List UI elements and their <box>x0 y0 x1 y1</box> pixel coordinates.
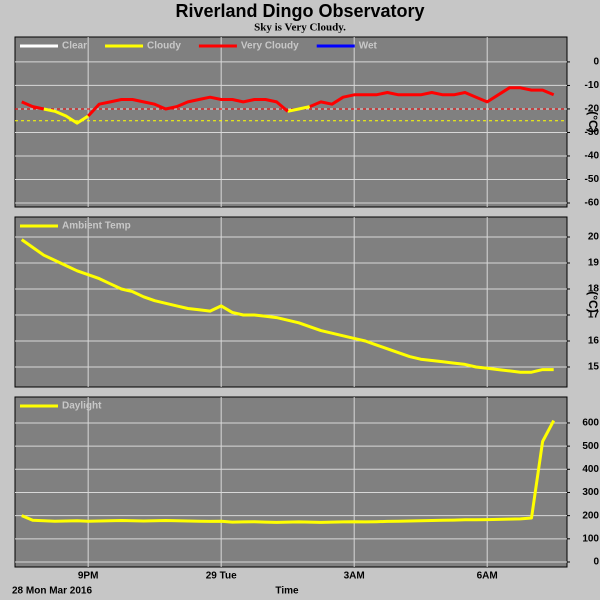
date-label: 28 Mon Mar 2016 <box>12 586 92 597</box>
y-tick-label: 500 <box>582 441 599 452</box>
y-tick-label: 20 <box>588 232 600 243</box>
legend-label: Wet <box>359 41 378 52</box>
y-tick-label: 18 <box>588 284 600 295</box>
y-axis-label: (°C) <box>586 291 600 312</box>
x-tick-label: 3AM <box>344 571 365 582</box>
x-tick-label: 9PM <box>78 571 99 582</box>
y-tick-label: -30 <box>585 127 600 138</box>
y-tick-label: -10 <box>585 80 600 91</box>
y-tick-label: -60 <box>585 198 600 209</box>
y-tick-label: -40 <box>585 151 600 162</box>
legend-label: Clear <box>62 41 87 52</box>
data-line <box>21 86 555 118</box>
y-tick-label: 19 <box>588 258 600 269</box>
y-tick-label: 600 <box>582 418 599 429</box>
y-tick-label: 200 <box>582 510 599 521</box>
y-tick-label: -20 <box>585 104 600 115</box>
y-tick-label: 400 <box>582 464 599 475</box>
y-tick-label: 100 <box>582 533 599 544</box>
legend-label: Daylight <box>62 401 102 412</box>
legend-label: Cloudy <box>147 41 181 52</box>
x-tick-label: 6AM <box>477 571 498 582</box>
plot-area <box>14 216 568 388</box>
chart-title: Riverland Dingo Observatory <box>175 1 424 21</box>
x-axis-label: Time <box>275 586 299 597</box>
data-line <box>21 419 556 524</box>
y-tick-label: 300 <box>582 487 599 498</box>
plot-area <box>14 36 568 208</box>
legend-label: Very Cloudy <box>241 41 299 52</box>
y-tick-label: 0 <box>593 57 599 68</box>
y-tick-label: 15 <box>588 362 600 373</box>
chart-subtitle: Sky is Very Cloudy. <box>254 22 346 34</box>
legend-label: Ambient Temp <box>62 221 131 232</box>
y-tick-label: 0 <box>593 557 599 568</box>
y-tick-label: 17 <box>588 310 600 321</box>
data-line <box>43 105 311 125</box>
x-tick-label: 29 Tue <box>206 571 237 582</box>
y-axis-label: (°C) <box>586 111 600 132</box>
y-tick-label: 16 <box>588 336 600 347</box>
data-line <box>20 238 554 374</box>
y-tick-label: -50 <box>585 174 600 185</box>
